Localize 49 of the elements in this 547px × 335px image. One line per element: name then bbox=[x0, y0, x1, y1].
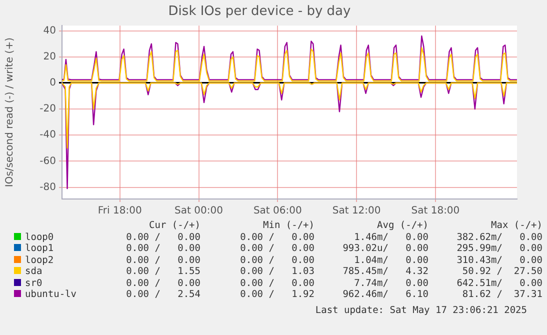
y-axis-title: IOs/second read (-) / write (+) bbox=[4, 37, 16, 188]
text: 50.92 / 27.50 bbox=[461, 266, 542, 278]
text: 0.00 / 1.03 bbox=[239, 266, 314, 278]
y-tick-label: -80 bbox=[40, 182, 56, 193]
text: 295.99m/ 0.00 bbox=[456, 243, 542, 254]
text: Cur (-/+) bbox=[148, 220, 200, 232]
legend-label: sda bbox=[24, 266, 44, 278]
text: Max (-/+) bbox=[490, 220, 542, 232]
text: 0.00 / 0.00 bbox=[239, 254, 314, 266]
text: 382.62m/ 0.00 bbox=[456, 232, 542, 243]
y-tick-label: -40 bbox=[40, 130, 56, 141]
text: Min (-/+) bbox=[262, 220, 314, 232]
text: 0.00 / 0.00 bbox=[125, 278, 200, 289]
legend-label: sr0 bbox=[24, 278, 44, 289]
text: 1.46m/ 0.00 bbox=[353, 232, 428, 243]
y-tick-label: 40 bbox=[43, 25, 56, 36]
legend-label: ubuntu-lv bbox=[24, 289, 76, 300]
text: Last update: Sat May 17 23:06:21 2025 bbox=[315, 305, 527, 316]
legend-label: loop2 bbox=[24, 254, 55, 266]
text: 0.00 / 0.00 bbox=[125, 232, 200, 243]
text: 0.00 / 0.00 bbox=[239, 232, 314, 243]
legend-label: loop1 bbox=[24, 243, 55, 254]
text: 1.04m/ 0.00 bbox=[353, 254, 428, 266]
text: 0.00 / 1.55 bbox=[125, 266, 200, 278]
y-tick-label: 0 bbox=[50, 78, 56, 89]
y-tick-label: -20 bbox=[40, 104, 56, 115]
y-tick-label: -60 bbox=[40, 156, 56, 167]
text: 0.00 / 0.00 bbox=[239, 243, 314, 254]
text: 0.00 / 0.00 bbox=[239, 278, 314, 289]
x-tick-label: Sat 12:00 bbox=[332, 206, 381, 217]
text: 785.45m/ 4.32 bbox=[342, 266, 428, 278]
text: 642.51m/ 0.00 bbox=[456, 278, 542, 289]
text: 993.02u/ 0.00 bbox=[342, 243, 428, 254]
x-tick-label: Sat 06:00 bbox=[253, 206, 302, 217]
x-tick-label: Sat 00:00 bbox=[174, 206, 223, 217]
chart-title: Disk IOs per device - by day bbox=[168, 4, 352, 20]
text: 0.00 / 2.54 bbox=[125, 289, 200, 300]
text: Avg (-/+) bbox=[376, 220, 428, 232]
text: 310.43m/ 0.00 bbox=[456, 254, 542, 266]
text: 0.00 / 0.00 bbox=[125, 254, 200, 266]
text: 962.46m/ 6.10 bbox=[342, 289, 428, 300]
text: 0.00 / 0.00 bbox=[125, 243, 200, 254]
text: 7.74m/ 0.00 bbox=[353, 278, 428, 289]
text: 0.00 / 1.92 bbox=[239, 289, 314, 300]
y-tick-label: 20 bbox=[43, 51, 56, 62]
text: 81.62 / 37.31 bbox=[461, 289, 542, 300]
legend-label: loop0 bbox=[24, 232, 55, 243]
x-tick-label: Sat 18:00 bbox=[411, 206, 460, 217]
x-tick-label: Fri 18:00 bbox=[98, 206, 142, 217]
